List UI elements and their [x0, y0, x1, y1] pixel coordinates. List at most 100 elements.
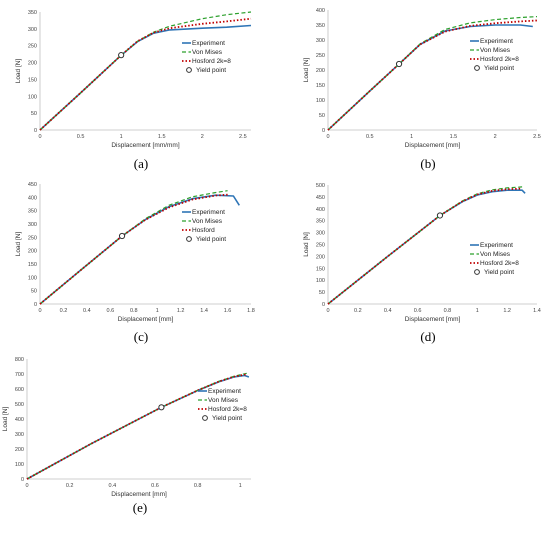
legend: Experiment Von Mises Hosford 2k=8 Yield poi… — [182, 40, 231, 74]
series-line-hosford — [327, 19, 538, 131]
y-tick-label: 100 — [28, 275, 37, 281]
legend: Experiment Von Mises Hosford 2k=8 Yield poi… — [198, 388, 247, 422]
y-axis-label: Load [N] — [303, 58, 310, 83]
chart-panel-5: 0 100 200 300 400 500 600 700 800 0 0.2 0.4 0.6 0.8 1 D… — [2, 357, 251, 515]
x-tick-label: 0 — [326, 308, 329, 314]
legend-swatch-yield — [186, 67, 192, 73]
y-tick-label: 50 — [319, 113, 325, 119]
y-tick-label: 250 — [316, 243, 325, 249]
x-tick-label: 1 — [476, 308, 479, 314]
y-tick-label: 600 — [15, 387, 24, 393]
y-tick-label: 50 — [319, 290, 325, 296]
x-tick-label: 0.6 — [107, 308, 115, 314]
yield-point-marker — [158, 404, 165, 411]
x-tick-label: 0.2 — [66, 483, 74, 489]
x-tick-label: 2.5 — [533, 134, 541, 140]
x-tick-label: 0 — [326, 134, 329, 140]
x-tick-label: 0.4 — [109, 483, 117, 489]
yield-point-marker — [395, 60, 403, 68]
yield-point-marker — [436, 212, 444, 219]
y-tick-label: 250 — [28, 44, 37, 50]
x-tick-label: 1.6 — [224, 308, 232, 314]
y-tick-label: 800 — [15, 357, 24, 363]
series-line-von-mises — [327, 16, 538, 131]
x-tick-label: 1.2 — [177, 308, 185, 314]
y-tick-label: 400 — [28, 195, 37, 201]
y-tick-label: 100 — [316, 98, 325, 104]
x-tick-label: 0.6 — [151, 483, 159, 489]
legend-label: Von Mises — [480, 251, 511, 258]
y-tick-label: 300 — [28, 27, 37, 33]
x-tick-label: 0 — [38, 134, 41, 140]
legend-label: Experiment — [192, 40, 225, 47]
legend: Experiment Von Mises Hosford 2k=8 Yield poi… — [470, 38, 519, 72]
x-tick-label: 0.4 — [83, 308, 91, 314]
legend-label: Von Mises — [192, 49, 223, 56]
y-axis-label: Load [N] — [303, 232, 310, 257]
legend-swatch-yield — [474, 65, 480, 71]
series-line-hosford — [39, 193, 228, 305]
legend-label: Experiment — [192, 209, 225, 216]
y-tick-label: 150 — [316, 266, 325, 272]
yield-point-marker — [118, 52, 125, 59]
legend-swatch-yield — [186, 236, 192, 242]
chart-panel-1: 0 50 100 150 200 250 300 350 0 0.5 1 1.5 2 2.5 Displac… — [15, 10, 252, 171]
y-tick-label: 200 — [316, 68, 325, 74]
y-tick-label: 100 — [316, 278, 325, 284]
legend: Experiment Von Mises Hosford 2k=8 Yield poi… — [470, 242, 519, 276]
x-tick-label: 1 — [239, 483, 242, 489]
x-tick-label: 2.5 — [239, 134, 247, 140]
y-tick-label: 0 — [34, 128, 37, 134]
y-tick-label: 450 — [316, 195, 325, 201]
legend-swatch-yield — [202, 415, 208, 421]
x-tick-label: 1.4 — [533, 308, 541, 314]
y-tick-label: 500 — [15, 402, 24, 408]
y-tick-label: 100 — [15, 462, 24, 468]
x-tick-label: 0.2 — [354, 308, 362, 314]
legend-label: Von Mises — [208, 397, 239, 404]
y-tick-label: 150 — [316, 83, 325, 89]
x-tick-label: 2 — [494, 134, 497, 140]
x-tick-label: 0.2 — [60, 308, 68, 314]
y-tick-label: 350 — [28, 10, 37, 16]
panel-label: (b) — [420, 156, 435, 171]
panel-label: (e) — [133, 500, 147, 515]
y-tick-label: 400 — [316, 8, 325, 14]
legend-label: Hosford 2k=8 — [480, 260, 519, 267]
series-line-von-mises — [327, 186, 523, 305]
panel-label: (c) — [134, 329, 148, 344]
x-tick-label: 0.6 — [414, 308, 422, 314]
x-tick-label: 2 — [201, 134, 204, 140]
x-axis-label: Displacement [mm] — [111, 491, 167, 498]
y-tick-label: 200 — [28, 249, 37, 255]
x-tick-label: 0.5 — [366, 134, 374, 140]
y-axis-label: Load [N] — [2, 407, 9, 432]
x-tick-label: 1 — [410, 134, 413, 140]
y-tick-label: 350 — [28, 209, 37, 215]
y-axis-label: Load [N] — [15, 59, 22, 84]
y-tick-label: 400 — [15, 417, 24, 423]
y-tick-label: 0 — [34, 302, 37, 308]
yield-point-marker — [118, 232, 126, 240]
legend-label: Experiment — [480, 38, 513, 45]
legend-label: Hosford 2k=8 — [480, 56, 519, 63]
y-tick-label: 700 — [15, 372, 24, 378]
x-axis-label: Displacement [mm] — [405, 316, 461, 323]
y-tick-label: 150 — [28, 77, 37, 83]
y-tick-label: 200 — [28, 61, 37, 67]
x-tick-label: 0 — [38, 308, 41, 314]
legend-swatch-yield — [474, 269, 480, 275]
legend-label: Yield point — [484, 269, 514, 276]
y-tick-label: 500 — [316, 183, 325, 189]
y-tick-label: 50 — [31, 289, 37, 295]
x-tick-label: 0.8 — [194, 483, 202, 489]
series-line-hosford — [26, 373, 247, 480]
x-tick-label: 0 — [25, 483, 28, 489]
y-tick-label: 200 — [316, 254, 325, 260]
x-tick-label: 1.8 — [247, 308, 255, 314]
x-tick-label: 1.4 — [200, 308, 208, 314]
x-tick-label: 1.5 — [158, 134, 166, 140]
legend-label: Hosford 2k=8 — [208, 406, 247, 413]
